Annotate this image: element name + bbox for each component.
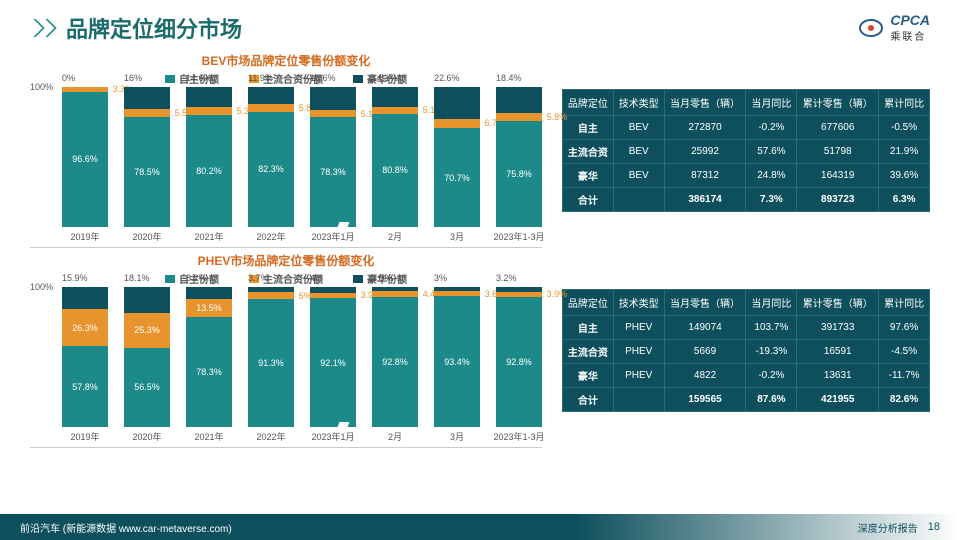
chart-title: PHEV市场品牌定位零售份额变化	[30, 252, 542, 269]
bev-chart: BEV市场品牌定位零售份额变化 自主份额 主流合资份额 豪华份额 100%0%9…	[30, 52, 542, 248]
header: 品牌定位细分市场	[0, 0, 960, 52]
content: BEV市场品牌定位零售份额变化 自主份额 主流合资份额 豪华份额 100%0%9…	[0, 52, 960, 448]
bev-table: 品牌定位技术类型当月零售（辆）当月同比累计零售（辆）累计同比自主BEV27287…	[562, 89, 930, 212]
logo-main: CPCA	[890, 12, 930, 28]
chart-title: BEV市场品牌定位零售份额变化	[30, 52, 542, 69]
logo: CPCA 乘联合	[858, 12, 930, 43]
phev-chart: PHEV市场品牌定位零售份额变化 自主份额 主流合资份额 豪华份额 100%15…	[30, 252, 542, 448]
chevron-icon	[30, 19, 60, 37]
phev-table: 品牌定位技术类型当月零售（辆）当月同比累计零售（辆）累计同比自主PHEV1490…	[562, 289, 930, 412]
footer: 前沿汽车 (新能源数据 www.car-metaverse.com) 深度分析报…	[0, 514, 960, 540]
page-number: 18	[928, 521, 940, 533]
footer-source: 前沿汽车 (新能源数据 www.car-metaverse.com)	[20, 520, 232, 535]
logo-icon	[858, 18, 884, 38]
logo-sub: 乘联合	[890, 28, 930, 43]
footer-report: 深度分析报告	[858, 520, 918, 535]
page-title: 品牌定位细分市场	[66, 12, 242, 44]
